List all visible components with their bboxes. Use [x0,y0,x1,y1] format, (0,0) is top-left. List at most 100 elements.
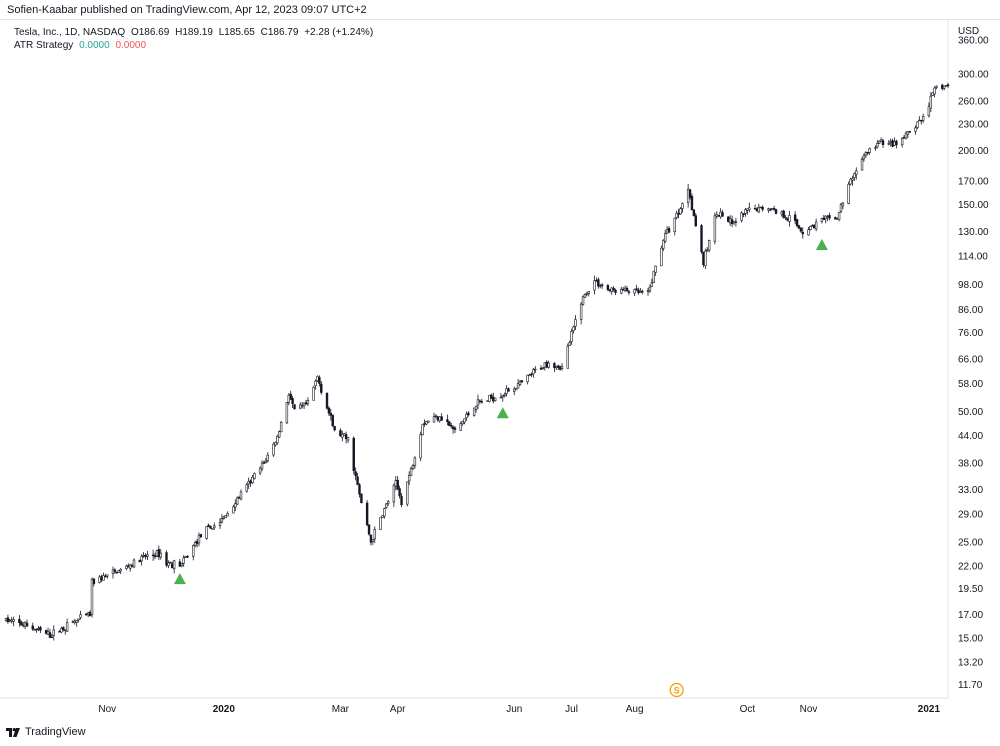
candle [904,131,908,140]
candle-body [316,376,319,382]
candle-body [514,388,518,391]
candle [585,291,589,297]
candle-body [534,368,537,371]
candle-body [625,287,629,291]
price-chart[interactable]: 360.00 300.00 260.00 230.00 200.00 170.00 150.… [0,20,1000,726]
candle-body [79,614,82,618]
candle [728,215,732,226]
candle-body [31,625,34,630]
candle [547,360,550,369]
candle-body [411,465,415,470]
candle-body [866,152,869,154]
candle [352,436,355,475]
candle-body [125,565,128,570]
ohlc-row: Tesla, Inc., 1D, NASDAQ O186.69 H189.19 … [14,26,376,39]
y-tick-label: 15.00 [958,633,983,644]
candle-body [822,217,826,220]
candle [127,563,130,568]
candle [662,238,665,251]
candle-body [407,475,411,482]
candle-body [400,496,403,506]
candle [247,477,250,489]
candle-body [490,394,493,399]
candle [172,559,176,574]
candle-body [784,216,787,219]
candle-body [409,468,413,476]
candle-body [171,563,174,569]
candle [893,137,896,146]
y-tick-label: 58.00 [958,379,983,390]
candle [88,610,92,617]
x-tick-label: 2021 [918,704,941,715]
candle-body [650,282,654,287]
candle-body [90,579,94,615]
candle [568,340,571,347]
candle [499,393,503,399]
candle [425,420,428,426]
candle-body [581,296,585,305]
candle-body [371,539,375,542]
candle [128,563,132,572]
x-tick-label: Aug [626,704,644,715]
candle-body [761,206,764,210]
candle [451,425,455,434]
candle-body [753,208,757,210]
candle-body [434,415,438,418]
candle [772,205,776,211]
candle [667,226,671,234]
candle-body [314,380,317,386]
candle-body [205,526,208,539]
time-axis[interactable]: Nov 2020 Mar Apr Jun Jul Aug Oct Nov 2021 [98,704,940,715]
candle [862,153,866,162]
event-marker-circle[interactable] [669,682,684,698]
candle-body [62,627,65,630]
y-tick-label: 130.00 [958,227,989,238]
candle [331,414,334,428]
candle-body [809,225,812,230]
candle-body [251,476,254,484]
candle-body [64,629,67,631]
candle [371,539,375,546]
candle-body [853,173,856,178]
candle [453,426,457,433]
candle-body [111,569,115,574]
candle [234,499,237,512]
candle-body [245,484,248,492]
candle-body [507,388,510,392]
candle [75,620,78,627]
candle [236,496,239,506]
candle-body [199,534,203,538]
candle [411,464,415,470]
candle [8,618,12,623]
indicator-name[interactable]: ATR Strategy [14,40,74,51]
candle [759,206,762,209]
candle-body [513,388,516,392]
candle [316,375,319,383]
candle-body [104,575,107,578]
candle-body [797,225,801,229]
candle-body [849,178,852,185]
candle [276,434,279,445]
candle [545,360,548,369]
candle [369,534,373,546]
candle [593,275,596,295]
candle-body [140,556,143,562]
candle [648,284,652,293]
x-tick-label: Jul [565,704,578,715]
candle-body [814,221,818,230]
instrument-title[interactable]: Tesla, Inc., 1D, NASDAQ [14,27,126,38]
candle-body [427,420,430,423]
candle [946,82,950,89]
y-tick-label: 150.00 [958,200,989,211]
candle-body [516,383,520,389]
candle-body [748,207,751,211]
candle-body [927,106,931,117]
candle [232,504,235,514]
candle [874,145,877,151]
candle [639,288,642,293]
candle [262,460,266,465]
candle [742,213,745,218]
candle-body [172,560,176,570]
price-axis[interactable]: 360.00 300.00 260.00 230.00 200.00 170.00 150.… [958,35,989,691]
candle [119,568,122,574]
